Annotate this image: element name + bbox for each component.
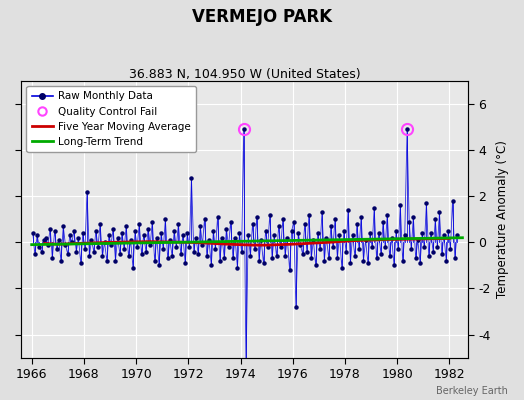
Text: VERMEJO PARK: VERMEJO PARK [192,8,332,26]
Text: Berkeley Earth: Berkeley Earth [436,386,508,396]
Y-axis label: Temperature Anomaly (°C): Temperature Anomaly (°C) [496,140,509,298]
Legend: Raw Monthly Data, Quality Control Fail, Five Year Moving Average, Long-Term Tren: Raw Monthly Data, Quality Control Fail, … [26,86,195,152]
Title: 36.883 N, 104.950 W (United States): 36.883 N, 104.950 W (United States) [128,68,361,81]
